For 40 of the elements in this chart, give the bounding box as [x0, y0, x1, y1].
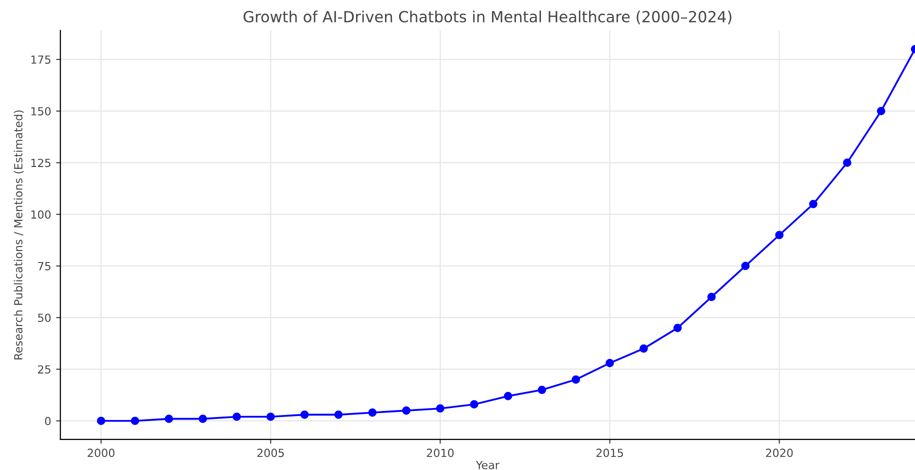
point: [606, 358, 614, 368]
point: [232, 412, 241, 421]
point: [775, 230, 784, 240]
x-tick-label: 2020: [766, 448, 793, 458]
point: [402, 406, 410, 415]
point: [198, 414, 207, 423]
point: [164, 414, 174, 423]
y-tick-label: 175: [31, 56, 50, 64]
y-tick-label: 25: [38, 365, 50, 374]
y-tick-label: 75: [38, 262, 50, 270]
x-tick-label: 2010: [426, 448, 454, 458]
point: [130, 416, 140, 426]
y-tick-label: 150: [31, 107, 51, 116]
point: [96, 416, 106, 426]
point: [876, 106, 886, 116]
x-tick-label: 2000: [88, 448, 114, 458]
y-axis-title: Research Publications / Mentions (Estimated): [14, 110, 24, 360]
point: [809, 200, 818, 208]
chart-title: Growth of AI-Driven Chatbots in Mental Healthcare (2000–2024): [244, 10, 732, 24]
y-tick-label: 0: [45, 416, 51, 426]
point: [436, 404, 444, 413]
point: [843, 158, 852, 167]
point: [470, 400, 478, 409]
x-axis-title: Year: [476, 460, 500, 470]
y-tick-label: 100: [31, 210, 51, 219]
point: [300, 410, 309, 419]
point: [538, 386, 546, 394]
point: [504, 392, 512, 400]
point: [368, 408, 377, 417]
point: [707, 292, 716, 302]
point: [640, 344, 648, 353]
point: [266, 412, 275, 421]
y-tick-label: 125: [31, 158, 50, 168]
x-tick-label: 2015: [596, 448, 623, 458]
point: [572, 375, 580, 384]
y-tick-label: 50: [38, 314, 51, 322]
point: [673, 324, 682, 332]
x-tick-label: 2005: [257, 448, 284, 458]
point: [741, 262, 750, 270]
point: [334, 410, 343, 419]
